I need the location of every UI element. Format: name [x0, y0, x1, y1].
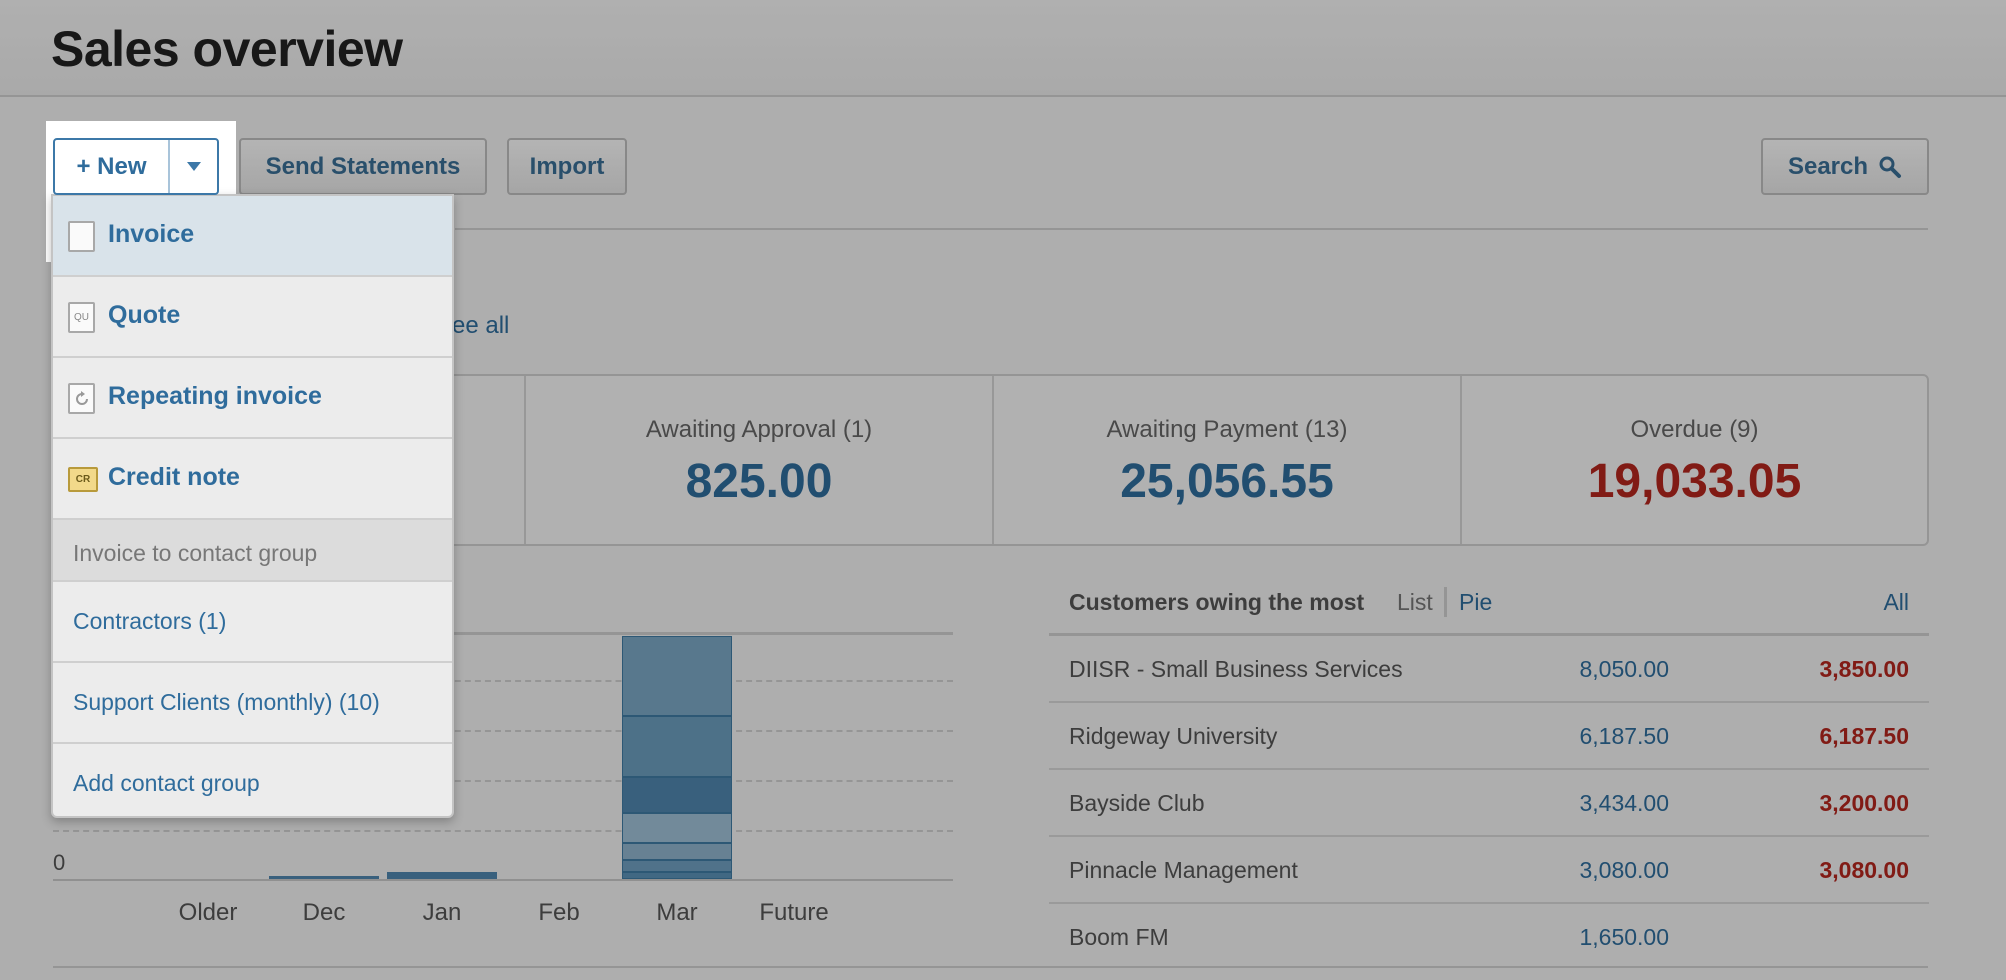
chart-x-tick-label: Feb [538, 899, 580, 926]
chart-bar-segment [622, 716, 732, 777]
page-title: Sales overview [51, 21, 403, 77]
menu-item-repeating-invoice[interactable]: Repeating invoice [53, 358, 452, 439]
chart-bar-segment [622, 842, 732, 860]
chart-x-tick-label: Jan [422, 899, 462, 926]
stat-overdue[interactable]: Overdue (9) 19,033.05 [1460, 376, 1927, 544]
invoice-stats-panel: Awaiting Approval (1) 825.00 Awaiting Pa… [380, 374, 1929, 546]
chart-x-tick-label: Future [759, 899, 829, 926]
refresh-icon [75, 391, 88, 405]
customers-header-border [1049, 633, 1929, 636]
stat-label: Overdue (9) [1630, 416, 1759, 443]
menu-item-add-contact-group[interactable]: Add contact group [53, 744, 452, 825]
customer-owing: 3,080.00 [1579, 857, 1669, 883]
chart-bar [387, 872, 497, 879]
customer-owing: 1,650.00 [1579, 924, 1669, 950]
chart-x-tick-label: Mar [656, 899, 698, 926]
customer-owing: 3,434.00 [1579, 790, 1669, 816]
chart-bar-segment [622, 776, 732, 814]
menu-item-contact-group[interactable]: Support Clients (monthly) (10) [53, 663, 452, 744]
customer-overdue: 3,850.00 [1819, 656, 1909, 682]
view-list-toggle[interactable]: List [1397, 589, 1433, 615]
page-header: Sales overview [0, 0, 2006, 97]
menu-item-label: Credit note [108, 463, 240, 491]
new-button-group-active: + New [53, 138, 219, 195]
customer-name: Ridgeway University [1069, 723, 1278, 749]
menu-item-label: Invoice [108, 220, 195, 248]
table-row[interactable]: DIISR - Small Business Services 8,050.00… [1049, 636, 1929, 703]
import-button[interactable]: Import [507, 138, 627, 195]
search-button-label: Search [1787, 152, 1869, 180]
customer-overdue: 3,200.00 [1819, 790, 1909, 816]
stat-value: 825.00 [685, 455, 833, 508]
repeating-invoice-icon [68, 383, 95, 414]
menu-item-invoice[interactable]: Invoice [53, 196, 452, 277]
search-button[interactable]: Search [1761, 138, 1929, 195]
chart-bar-segment [622, 813, 732, 843]
menu-item-label: Add contact group [73, 770, 260, 796]
toolbar-divider [455, 228, 1928, 230]
invoice-icon [68, 221, 95, 252]
chart-y-tick-label: 0 [53, 850, 66, 875]
customer-name: Bayside Club [1069, 790, 1205, 816]
customers-owing-panel: Customers owing the most List Pie All DI… [1049, 575, 1929, 975]
menu-section-label: Invoice to contact group [73, 540, 318, 566]
table-row[interactable]: Pinnacle Management 3,080.00 3,080.00 [1049, 837, 1929, 904]
menu-item-credit-note[interactable]: CR Credit note [53, 439, 452, 520]
new-button[interactable]: + New [55, 140, 170, 193]
customer-owing: 6,187.50 [1579, 723, 1669, 749]
new-dropdown-toggle[interactable] [170, 140, 217, 193]
quote-icon: QU [68, 302, 95, 333]
chart-bar-segment [622, 871, 732, 879]
money-coming-in-chart: 0 Older Dec Jan Feb Mar Future [53, 600, 953, 940]
view-pie-toggle[interactable]: Pie [1459, 589, 1493, 615]
chart-bar-segment [622, 859, 732, 872]
menu-item-label: Contractors (1) [73, 608, 227, 634]
section-bottom-border [53, 966, 1928, 968]
chart-x-tick-label: Older [178, 899, 238, 926]
menu-item-quote[interactable]: QU Quote [53, 277, 452, 358]
chevron-down-icon [186, 162, 201, 171]
menu-item-label: Support Clients (monthly) (10) [73, 689, 380, 715]
customer-name: Boom FM [1069, 924, 1169, 950]
stat-label: Awaiting Payment (13) [1106, 416, 1348, 443]
menu-item-contact-group[interactable]: Contractors (1) [53, 582, 452, 663]
chart-top-border [53, 632, 953, 635]
menu-item-label: Repeating invoice [108, 382, 322, 410]
table-row[interactable]: Bayside Club 3,434.00 3,200.00 [1049, 770, 1929, 837]
credit-note-icon: CR [68, 467, 98, 492]
customer-name: Pinnacle Management [1069, 857, 1298, 883]
customer-name: DIISR - Small Business Services [1069, 656, 1403, 682]
view-toggle-separator [1444, 587, 1447, 617]
chart-baseline [53, 879, 953, 881]
customer-overdue: 3,080.00 [1819, 857, 1909, 883]
stat-value: 19,033.05 [1587, 455, 1802, 508]
table-row[interactable]: Ridgeway University 6,187.50 6,187.50 [1049, 703, 1929, 770]
stat-label: Awaiting Approval (1) [645, 416, 873, 443]
chart-bar [269, 876, 379, 879]
chart-gridline [53, 830, 953, 832]
menu-section-header: Invoice to contact group [53, 520, 452, 582]
chart-bar-segment [622, 636, 732, 717]
chart-gridline [53, 680, 953, 682]
stat-awaiting-payment[interactable]: Awaiting Payment (13) 25,056.55 [992, 376, 1460, 544]
chart-gridline [53, 780, 953, 782]
chart-x-tick-label: Dec [302, 899, 346, 926]
chart-gridline [53, 730, 953, 732]
new-dropdown-menu: Invoice QU Quote Repeating invoice CR Cr… [51, 194, 454, 818]
customer-overdue: 6,187.50 [1819, 723, 1909, 749]
search-icon [1879, 156, 1902, 178]
stat-value: 25,056.55 [1120, 455, 1334, 508]
customers-all-link[interactable]: All [1883, 589, 1909, 615]
table-row[interactable]: Boom FM 1,650.00 [1049, 904, 1929, 971]
customer-owing: 8,050.00 [1579, 656, 1669, 682]
customers-owing-title: Customers owing the most [1069, 589, 1365, 615]
stat-awaiting-approval[interactable]: Awaiting Approval (1) 825.00 [524, 376, 992, 544]
menu-item-label: Quote [108, 301, 181, 329]
